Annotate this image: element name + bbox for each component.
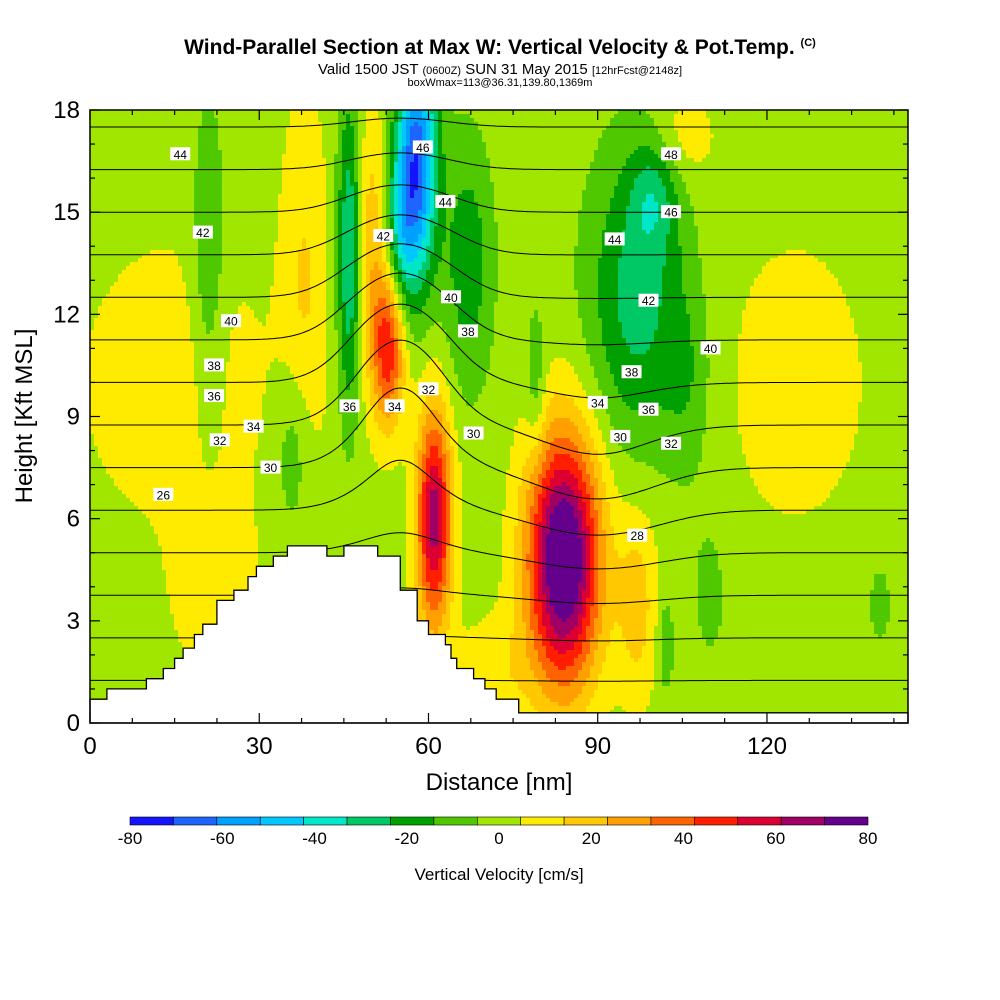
terrain-mask: [89, 545, 909, 724]
isentrope-label: 26: [153, 487, 174, 502]
colorbar-swatch: [780, 816, 825, 826]
colorbar: -80 -60 -40 -20 0 20 40 60 80: [118, 816, 878, 848]
isentrope-label: 44: [170, 147, 191, 162]
isentrope-label: 44: [604, 232, 625, 247]
colorbar-tick-label: 0: [494, 829, 503, 848]
y-tick-label: 15: [53, 199, 80, 226]
colorbar-swatch: [346, 816, 391, 826]
y-tick-label: 12: [53, 301, 80, 328]
colorbar-swatch: [433, 816, 478, 826]
title-mark: (C): [801, 37, 816, 49]
isentrope-label: 42: [638, 293, 659, 308]
colorbar-swatch: [737, 816, 782, 826]
isentrope-label: 44: [435, 194, 456, 209]
isentrope-lines: [90, 117, 908, 682]
colorbar-tick-label: -80: [118, 829, 143, 848]
colorbar-tick-label: 60: [766, 829, 785, 848]
isentrope-label: 36: [339, 399, 360, 414]
x-tick-label: 60: [415, 733, 442, 760]
x-tick-label: 90: [584, 733, 611, 760]
y-axis-label: Height [Kft MSL]: [11, 329, 38, 504]
isentrope-label: 42: [373, 229, 394, 244]
y-tick-label: 6: [67, 506, 80, 533]
isentrope-label: 48: [661, 147, 682, 162]
isentrope-label: 46: [412, 140, 433, 155]
colorbar-swatch: [259, 816, 304, 826]
isentrope-label: 30: [463, 426, 484, 441]
isentrope-label: 30: [260, 460, 281, 475]
colorbar-tick-label: -60: [210, 829, 235, 848]
y-tick-label: 0: [67, 710, 80, 737]
isentrope-label: 34: [243, 419, 264, 434]
colorbar-tick-label: -20: [394, 829, 419, 848]
y-tick-label: 3: [67, 608, 80, 635]
x-tick-label: 0: [83, 733, 96, 760]
colorbar-swatch: [563, 816, 608, 826]
isentrope-label: 32: [418, 382, 439, 397]
isentrope-label: 34: [384, 399, 405, 414]
isentrope-label: 46: [661, 205, 682, 220]
valid-time: Valid 1500 JST: [318, 61, 418, 78]
colorbar-label: Vertical Velocity [cm/s]: [414, 865, 583, 884]
chart-subtitle: Valid 1500 JST (0600Z) SUN 31 May 2015 […: [0, 61, 1000, 78]
isentrope-label: 32: [661, 436, 682, 451]
colorbar-swatch: [694, 816, 739, 826]
colorbar-tick-label: 20: [582, 829, 601, 848]
chart-title: Wind-Parallel Section at Max W: Vertical…: [0, 36, 1000, 60]
isentrope-label: 34: [587, 395, 608, 410]
x-tick-label: 120: [747, 733, 787, 760]
isentrope-label: 36: [204, 389, 225, 404]
colorbar-swatch: [216, 816, 261, 826]
x-tick-label: 30: [246, 733, 273, 760]
y-tick-label: 18: [53, 97, 80, 124]
isentrope-label: 42: [192, 225, 213, 240]
colorbar-tick-label: 80: [859, 829, 878, 848]
colorbar-swatch: [303, 816, 348, 826]
isentrope-label: 38: [457, 324, 478, 339]
isentrope-label: 32: [209, 433, 230, 448]
utc-time: (0600Z): [423, 65, 462, 77]
colorbar-swatch: [390, 816, 435, 826]
isentrope-label: 30: [610, 429, 631, 444]
colorbar-tick-label: -40: [302, 829, 327, 848]
x-axis: 0 30 60 90 120: [83, 110, 895, 760]
y-tick-label: 9: [67, 404, 80, 431]
colorbar-swatch: [476, 816, 522, 826]
colorbar-swatch: [824, 816, 869, 826]
isentrope-label: 38: [621, 365, 642, 380]
forecast-run: [12hrFcst@2148z]: [592, 65, 682, 77]
colorbar-swatch: [520, 816, 565, 826]
isentrope-label: 28: [627, 528, 648, 543]
isentrope-label: 36: [638, 402, 659, 417]
title-text: Wind-Parallel Section at Max W: Vertical…: [184, 36, 795, 59]
colorbar-swatch: [607, 816, 652, 826]
x-axis-label: Distance [nm]: [426, 769, 573, 796]
colorbar-swatch: [129, 816, 174, 826]
isentrope-label: 40: [221, 314, 242, 329]
isentrope-label: 38: [204, 358, 225, 373]
valid-date: SUN 31 May 2015: [465, 61, 588, 78]
isentrope-label: 40: [441, 290, 462, 305]
colorbar-tick-label: 40: [674, 829, 693, 848]
chart-subtitle-box: boxWmax=113@36.31,139.80,1369m: [0, 77, 1000, 89]
colorbar-swatch: [650, 816, 695, 826]
isentrope-label: 40: [700, 341, 721, 356]
colorbar-swatch: [173, 816, 218, 826]
isentrope-labels: 44 42 40 38 36 34 32 30 26 36 34 32 42 46 44 40 38 30 48 46…: [153, 140, 721, 543]
